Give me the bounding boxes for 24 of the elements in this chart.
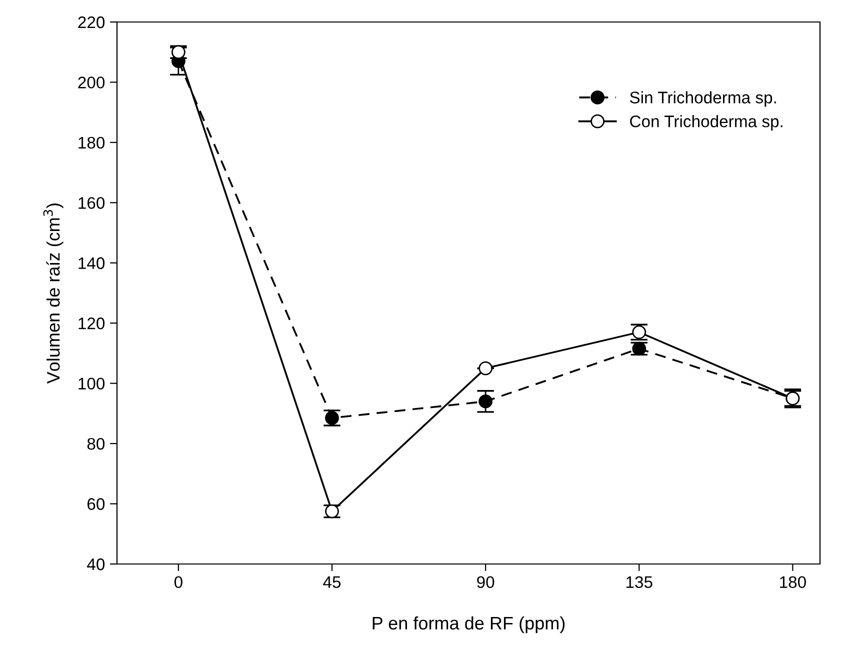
y-tick-label: 120 [78, 318, 105, 330]
y-tick-label: 200 [78, 76, 105, 88]
x-axis-title: P en forma de RF (ppm) [372, 616, 565, 634]
y-axis-title: Volumen de raíz (cm$^{3}$) [43, 204, 64, 384]
y-tick-label: 60 [88, 498, 105, 510]
y-tick-label: 100 [78, 378, 105, 390]
x-tick-label: 45 [323, 576, 341, 588]
y-tick-label: 220 [78, 16, 105, 28]
y-tick-label: 40 [87, 558, 105, 570]
y-tick-label: 180 [78, 136, 105, 149]
point [632, 342, 646, 356]
legend-label: Sin Trichoderma sp. [630, 91, 776, 107]
x-tick-label: 0 [174, 576, 182, 588]
point [171, 45, 186, 60]
y-tick-label: 80 [87, 438, 105, 450]
x-tick-label: 135 [626, 576, 652, 588]
point [478, 394, 493, 408]
x-tick-label: 180 [780, 576, 806, 588]
y-tick-label: 140 [78, 257, 105, 270]
x-tick-label: 90 [477, 576, 494, 588]
point [325, 504, 339, 518]
point [478, 361, 493, 376]
y-tick-label: 160 [78, 197, 105, 209]
legend-label: Con Trichoderma sp. [630, 115, 782, 131]
